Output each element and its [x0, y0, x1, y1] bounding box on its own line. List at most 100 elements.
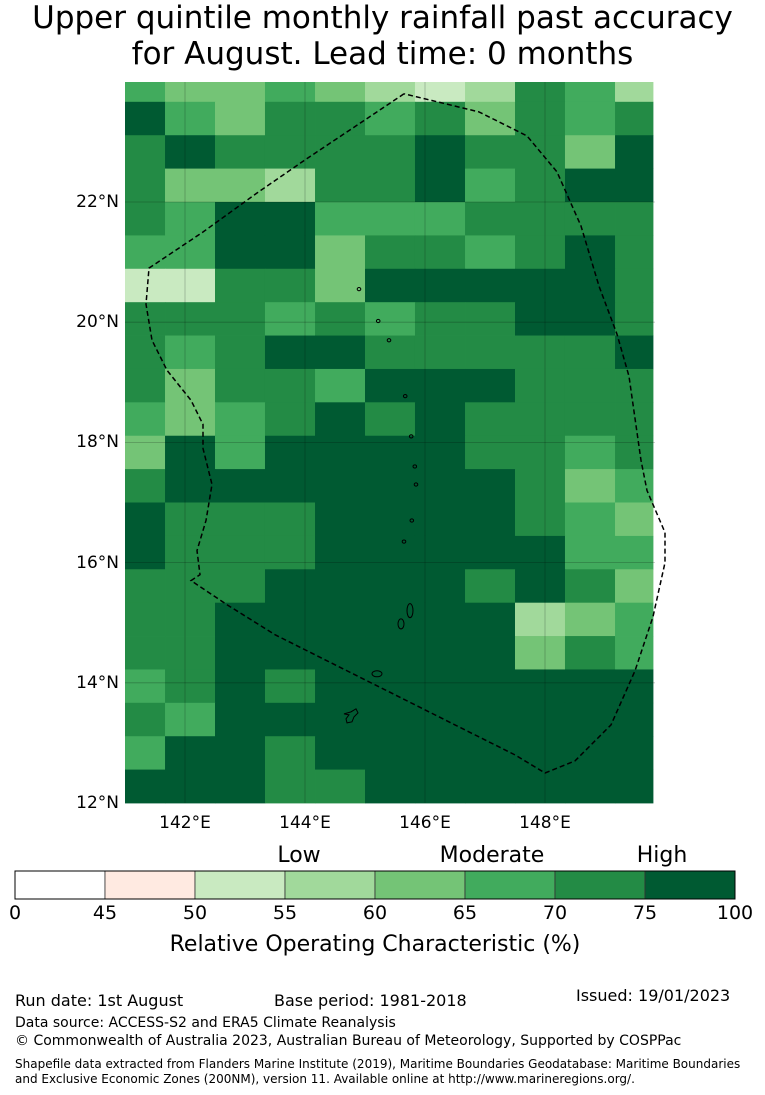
base-period: Base period: 1981-2018 [274, 991, 467, 1010]
grid-cell [365, 669, 416, 704]
grid-cell [264, 82, 316, 103]
grid-cell [615, 569, 654, 604]
grid-cell [315, 335, 366, 370]
grid-cell [564, 168, 616, 203]
grid-cell [615, 702, 654, 737]
grid-cell [315, 235, 366, 270]
grid-cell [215, 702, 266, 737]
grid-cell [414, 101, 466, 136]
grid-cell [414, 736, 466, 770]
grid-cell [165, 101, 216, 136]
grid-cell [515, 82, 566, 103]
grid-cell [515, 769, 566, 804]
grid-cell [564, 469, 616, 503]
grid-cell [315, 702, 366, 737]
grid-cell [125, 235, 166, 270]
grid-cell [315, 469, 366, 503]
shapefile-credit-line-2: and Exclusive Economic Zones (200NM), ve… [15, 1072, 635, 1086]
longitude-tick-label: 142°E [159, 813, 211, 833]
latitude-tick-label: 16°N [76, 552, 119, 573]
grid-cell [465, 469, 516, 503]
grid-cell [315, 368, 366, 403]
grid-cell [165, 268, 216, 303]
grid-cell [564, 669, 616, 704]
grid-cell [315, 435, 366, 470]
grid-cell [315, 101, 366, 136]
grid-cell [125, 669, 166, 704]
grid-cell [165, 368, 216, 403]
colorbar-tick: 55 [272, 902, 298, 924]
grid-cell [215, 402, 266, 437]
grid-cell [264, 769, 316, 804]
grid-cell [615, 502, 654, 537]
grid-cell [315, 669, 366, 704]
grid-cell [414, 502, 466, 537]
grid-cell [564, 702, 616, 737]
grid-cell [515, 335, 566, 370]
colorbar-tick: 100 [716, 902, 754, 924]
colorbar-tick: 50 [182, 902, 208, 924]
grid-cell [215, 335, 266, 370]
grid-cell [515, 402, 566, 437]
map-title-line-1: Upper quintile monthly rainfall past acc… [32, 0, 733, 36]
grid-cell [414, 569, 466, 604]
latitude-tick-label: 20°N [76, 312, 119, 333]
grid-cell [515, 268, 566, 303]
island-sarigan [409, 518, 415, 523]
grid-cell [465, 736, 516, 770]
grid-cell [125, 602, 166, 637]
category-label-moderate: Moderate [439, 843, 545, 868]
island-asuncion [386, 338, 392, 343]
grid-cell [365, 235, 416, 270]
category-label-high: High [636, 843, 688, 868]
grid-cell [515, 502, 566, 537]
grid-cell [125, 435, 166, 470]
grid-cell [465, 602, 516, 637]
island-farallon-de-pajaros [356, 287, 362, 292]
grid-cell [315, 502, 366, 537]
grid-cell [264, 702, 316, 737]
grid-cell [365, 769, 416, 804]
island-pagan [408, 434, 414, 439]
grid-cell [215, 602, 266, 637]
grid-cell [515, 435, 566, 470]
grid-cell [564, 602, 616, 637]
grid-cell [615, 636, 654, 670]
latitude-tick-label: 12°N [76, 793, 119, 813]
grid-cell [165, 636, 216, 670]
grid-cell [365, 636, 416, 670]
map-title-line-2: for August. Lead time: 0 months [131, 36, 634, 72]
grid-cell [365, 602, 416, 637]
grid-cell [465, 669, 516, 704]
grid-cell [215, 502, 266, 537]
grid-cell [615, 302, 654, 336]
grid-cell [165, 202, 216, 236]
grid-cell [564, 101, 616, 136]
island-agrihan [402, 394, 408, 399]
grid-cell [215, 535, 266, 570]
grid-cell [365, 302, 416, 336]
graticule [125, 82, 655, 803]
grid-cell [515, 368, 566, 403]
grid-cell [465, 202, 516, 236]
grid-cell [125, 769, 166, 804]
island-anatahan [401, 539, 407, 544]
grid-cell [515, 669, 566, 704]
grid-cell [125, 268, 166, 303]
grid-cell [315, 268, 366, 303]
grid-cell [125, 702, 166, 737]
grid-cell [564, 335, 616, 370]
grid-cell [165, 702, 216, 737]
grid-cell [125, 135, 166, 169]
grid-cell [165, 82, 216, 103]
grid-cell [465, 435, 516, 470]
grid-cell [165, 769, 216, 804]
grid-cell [564, 268, 616, 303]
grid-cell [414, 769, 466, 804]
grid-cell [465, 502, 516, 537]
grid-cell [165, 569, 216, 604]
grid-cell [615, 202, 654, 236]
grid-cell [414, 202, 466, 236]
grid-cell [515, 702, 566, 737]
grid-cell [264, 402, 316, 437]
